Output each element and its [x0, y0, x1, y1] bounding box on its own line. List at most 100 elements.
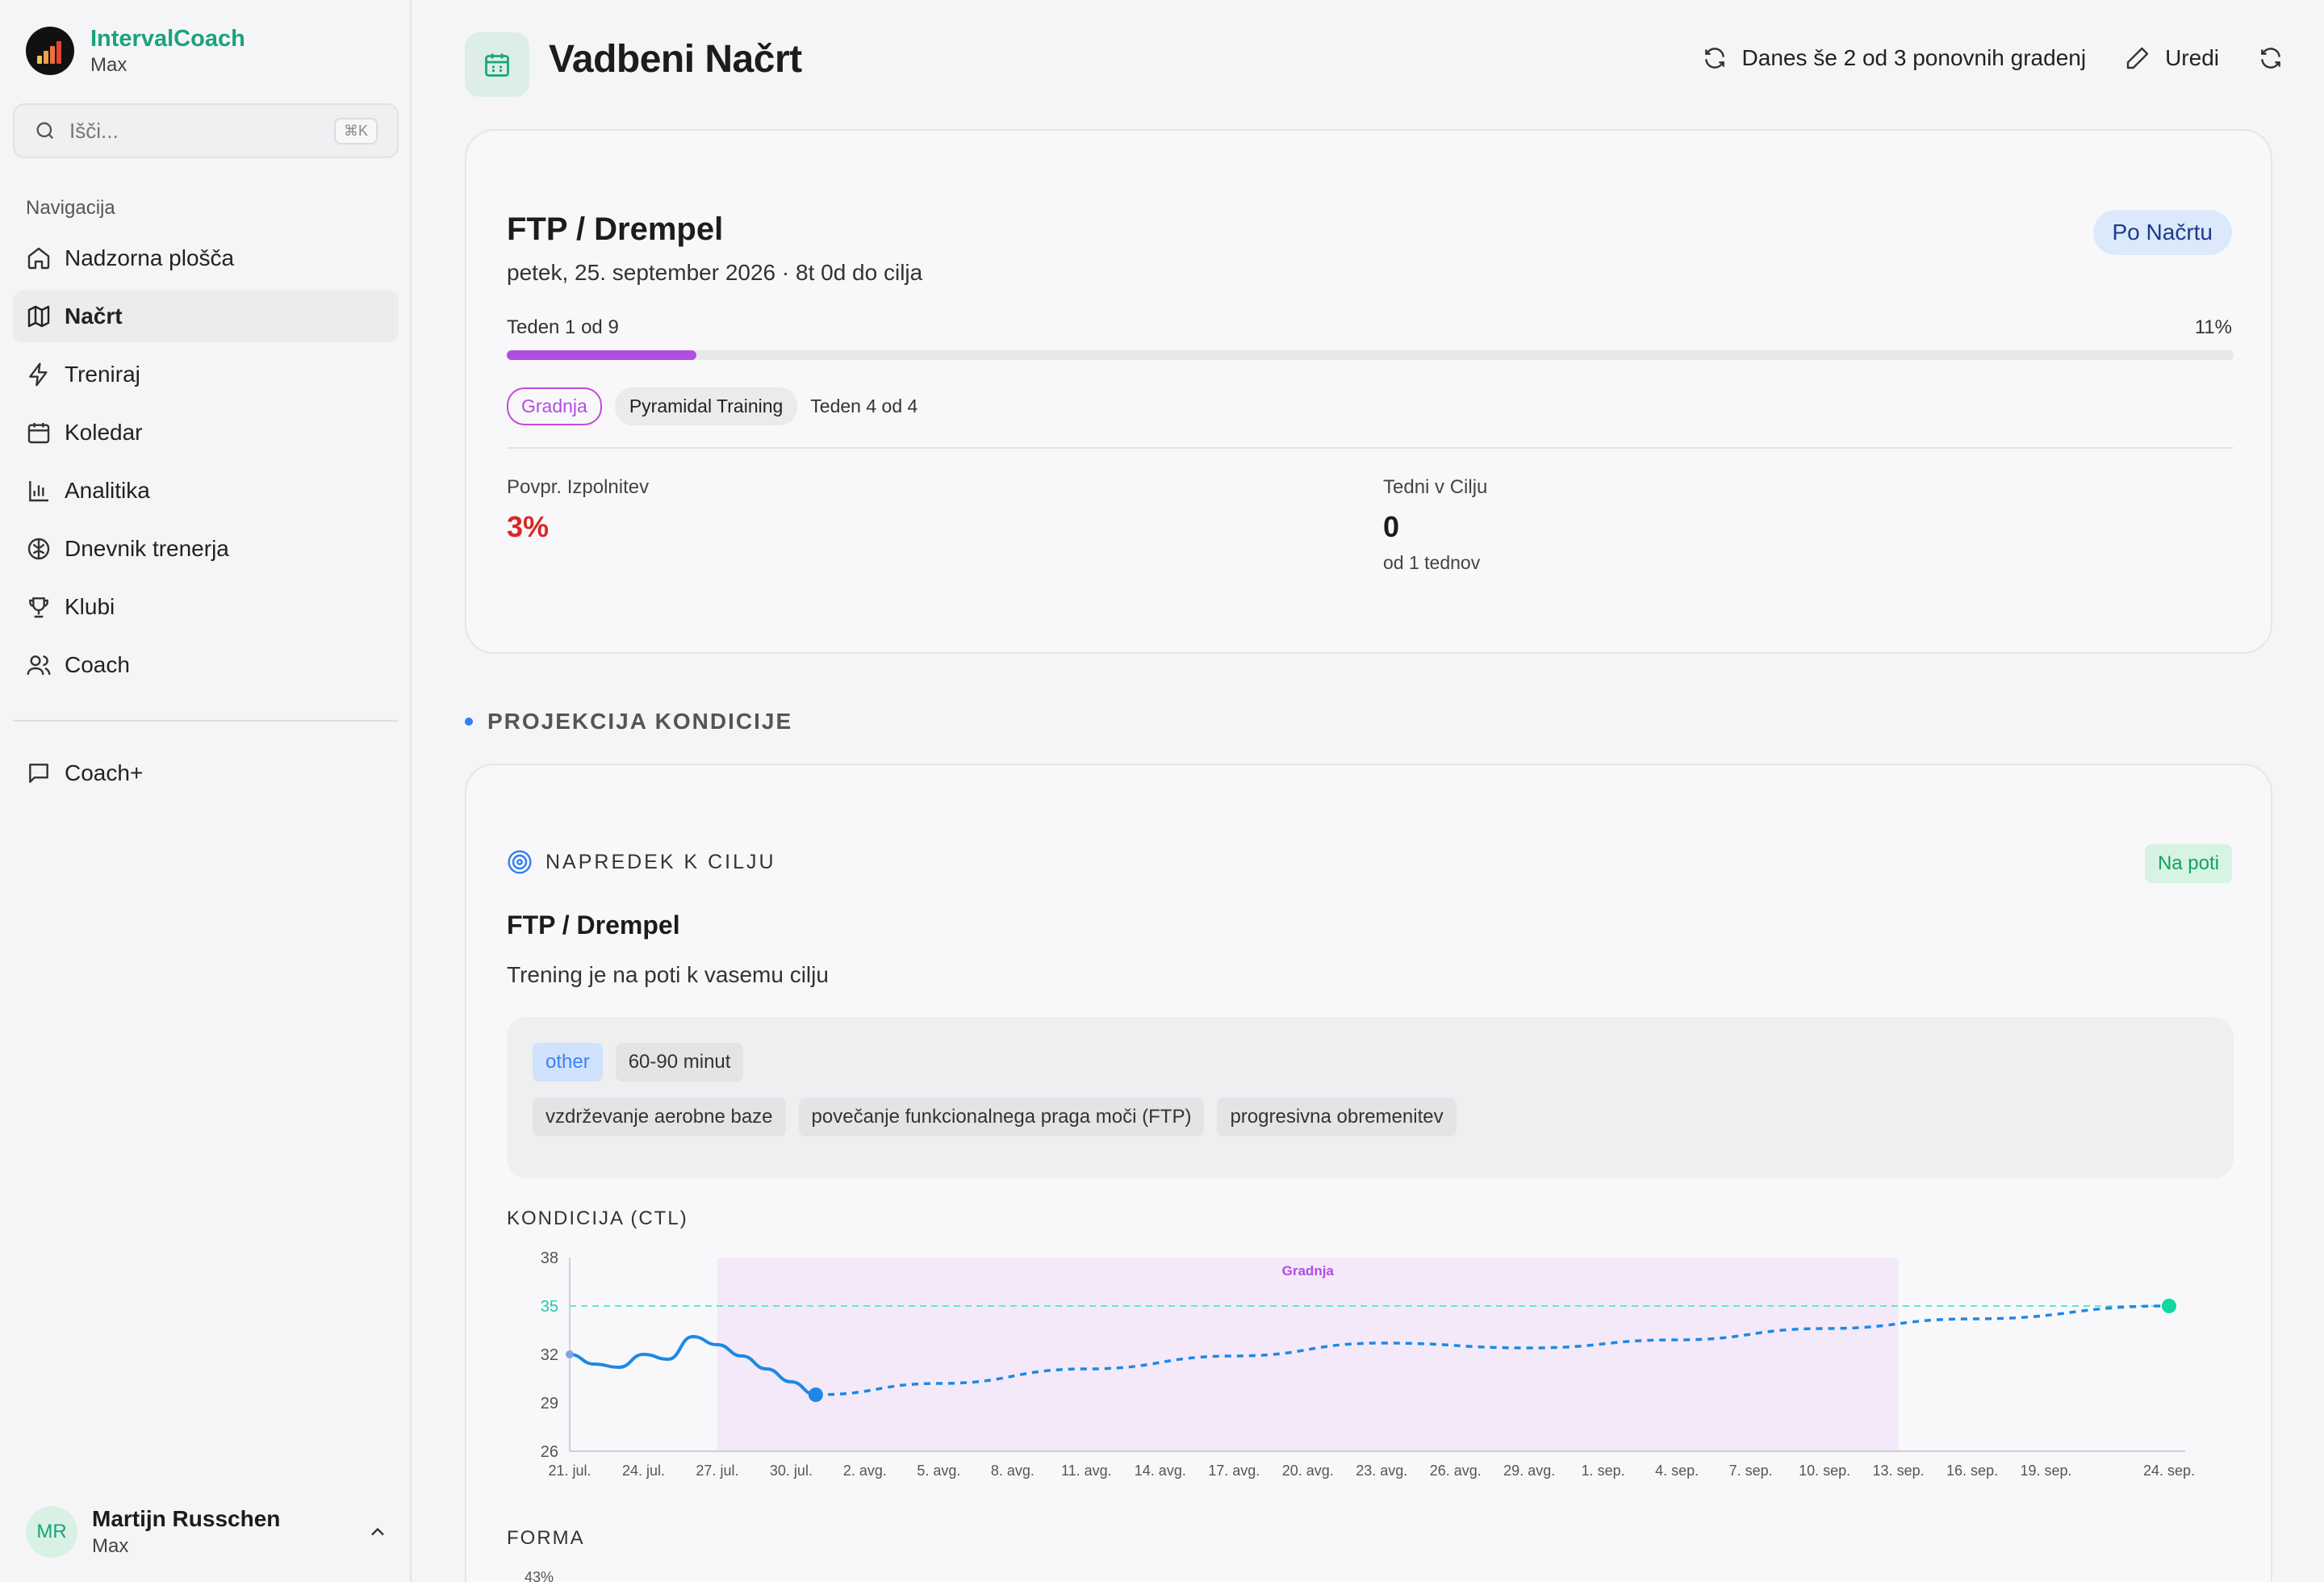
focus-chip: povečanje funkcionalnega praga moči (FTP…: [798, 1098, 1205, 1136]
sidebar-item-coach-plus[interactable]: Coach+: [13, 747, 399, 799]
x-tick-label: 2. avg.: [843, 1463, 887, 1479]
nav-title: Navigacija: [26, 197, 115, 219]
x-tick-label: 13. sep.: [1873, 1463, 1925, 1479]
stat-value: 3%: [507, 510, 550, 543]
page-title: Vadbeni Načrt: [549, 38, 802, 81]
refresh-button[interactable]: [2258, 45, 2284, 71]
forma-y-tick: 43%: [525, 1569, 554, 1582]
calendar-icon: [27, 423, 50, 444]
y-tick-label: 26: [541, 1443, 558, 1461]
chevron-up-icon[interactable]: [366, 1521, 389, 1543]
x-tick-label: 14. avg.: [1135, 1463, 1186, 1479]
divider: [507, 447, 2234, 449]
section-dot: [465, 718, 473, 726]
ctl-chart-title: KONDICIJA (CTL): [507, 1207, 688, 1229]
sidebar-nav: Nadzorna plošča Načrt Treniraj Koledar A…: [13, 232, 399, 697]
current-point: [808, 1387, 823, 1402]
progress-header-label: NAPREDEK K CILJU: [545, 850, 776, 873]
brand[interactable]: IntervalCoach Max: [26, 24, 245, 77]
stat-label: Tedni v Cilju: [1383, 476, 1488, 498]
user-name: Martijn Russchen: [92, 1506, 281, 1531]
y-tick-label: 38: [541, 1249, 558, 1267]
bar-chart-icon: [29, 481, 48, 502]
y-tick-label: 29: [541, 1395, 558, 1412]
search-input[interactable]: Išči... ⌘K: [13, 103, 399, 158]
target-icon: [508, 850, 532, 874]
x-tick-label: 19. sep.: [2021, 1463, 2072, 1479]
duration-chip: 60-90 minut: [615, 1043, 744, 1082]
sidebar-item-label: Nadzorna plošča: [65, 245, 235, 270]
stat-label: Povpr. Izpolnitev: [507, 476, 650, 498]
sidebar-item-analytics[interactable]: Analitika: [13, 465, 399, 517]
goal-card: FTP / Drempel petek, 25. september 2026 …: [465, 129, 2272, 654]
search-shortcut: ⌘K: [333, 117, 378, 144]
map-icon: [27, 305, 50, 328]
sidebar-item-clubs[interactable]: Klubi: [13, 581, 399, 633]
x-tick-label: 24. sep.: [2143, 1463, 2195, 1479]
x-tick-label: 20. avg.: [1282, 1463, 1334, 1479]
app-plan: Max: [90, 54, 127, 76]
header-actions: Danes še 2 od 3 ponovnih gradenj Uredi: [1663, 45, 2284, 71]
forma-chart-title: FORMA: [507, 1527, 585, 1549]
sidebar-item-label: Klubi: [65, 594, 115, 619]
week-percent: 11%: [2194, 316, 2232, 338]
x-tick-label: 7. sep.: [1729, 1463, 1773, 1479]
users-icon: [27, 655, 51, 676]
focus-chip: progresivna obremenitev: [1217, 1098, 1457, 1136]
x-tick-label: 10. sep.: [1799, 1463, 1850, 1479]
weeks-on-target-stat: Tedni v Cilju 0 od 1 tednov: [1383, 476, 1487, 574]
sidebar-item-dashboard[interactable]: Nadzorna plošča: [13, 232, 399, 284]
sidebar-item-coach-journal[interactable]: Dnevnik trenerja: [13, 523, 399, 575]
phase-band-label: Gradnja: [1282, 1263, 1335, 1279]
avatar: MR: [26, 1506, 77, 1558]
edit-label: Uredi: [2165, 45, 2219, 70]
sidebar: IntervalCoach Max Išči... ⌘K Navigacija …: [0, 0, 412, 1582]
status-badge: Po Načrtu: [2092, 210, 2232, 255]
sidebar-extra: Coach+: [13, 747, 399, 806]
x-tick-label: 23. avg.: [1356, 1463, 1407, 1479]
target-label: 35: [541, 1298, 558, 1316]
ctl-projection-line: [815, 1304, 2170, 1396]
section-label: PROJEKCIJA KONDICIJE: [487, 709, 793, 734]
stat-sub: od 1 tednov: [1383, 552, 1481, 573]
sidebar-divider: [13, 720, 399, 722]
x-tick-label: 30. jul.: [770, 1463, 813, 1479]
x-tick-label: 11. avg.: [1061, 1463, 1112, 1479]
week-label: Teden 1 od 9: [507, 316, 619, 338]
home-icon: [27, 247, 50, 270]
x-tick-label: 5. avg.: [917, 1463, 960, 1479]
brain-icon: [27, 538, 50, 560]
on-track-badge: Na poti: [2144, 844, 2232, 883]
sidebar-item-plan[interactable]: Načrt: [13, 291, 399, 342]
x-tick-label: 4. sep.: [1655, 1463, 1699, 1479]
progress-title: FTP / Drempel: [507, 910, 680, 940]
block-week: Teden 4 od 4: [810, 396, 918, 416]
sidebar-item-train[interactable]: Treniraj: [13, 349, 399, 400]
x-tick-label: 27. jul.: [696, 1463, 738, 1479]
user-menu[interactable]: MR Martijn Russchen Max: [26, 1506, 389, 1558]
page-icon: [465, 32, 529, 97]
x-tick-label: 24. jul.: [622, 1463, 665, 1479]
app-name: IntervalCoach: [90, 26, 245, 52]
rebuild-label: Danes še 2 od 3 ponovnih gradenj: [1741, 45, 2087, 70]
x-tick-label: 29. avg.: [1503, 1463, 1555, 1479]
sidebar-item-coach[interactable]: Coach: [13, 639, 399, 691]
phase-band: [717, 1258, 1899, 1451]
brand-logo: [26, 27, 74, 75]
zap-icon: [29, 362, 48, 387]
refresh-icon: [1704, 48, 1724, 69]
trophy-icon: [29, 597, 48, 618]
block-badge: Pyramidal Training: [614, 387, 798, 425]
message-icon: [29, 764, 48, 783]
x-tick-label: 17. avg.: [1208, 1463, 1260, 1479]
focus-chip: vzdrževanje aerobne baze: [533, 1098, 786, 1136]
phase-badge: Gradnja: [507, 387, 602, 425]
progress-header: NAPREDEK K CILJU: [507, 849, 776, 875]
rebuild-button[interactable]: Danes še 2 od 3 ponovnih gradenj: [1702, 45, 2087, 71]
sidebar-item-calendar[interactable]: Koledar: [13, 407, 399, 458]
section-title: PROJEKCIJA KONDICIJE: [465, 709, 792, 734]
sidebar-item-label: Analitika: [65, 478, 150, 503]
edit-button[interactable]: Uredi: [2125, 45, 2219, 71]
ctl-actual-line: [569, 1334, 817, 1396]
